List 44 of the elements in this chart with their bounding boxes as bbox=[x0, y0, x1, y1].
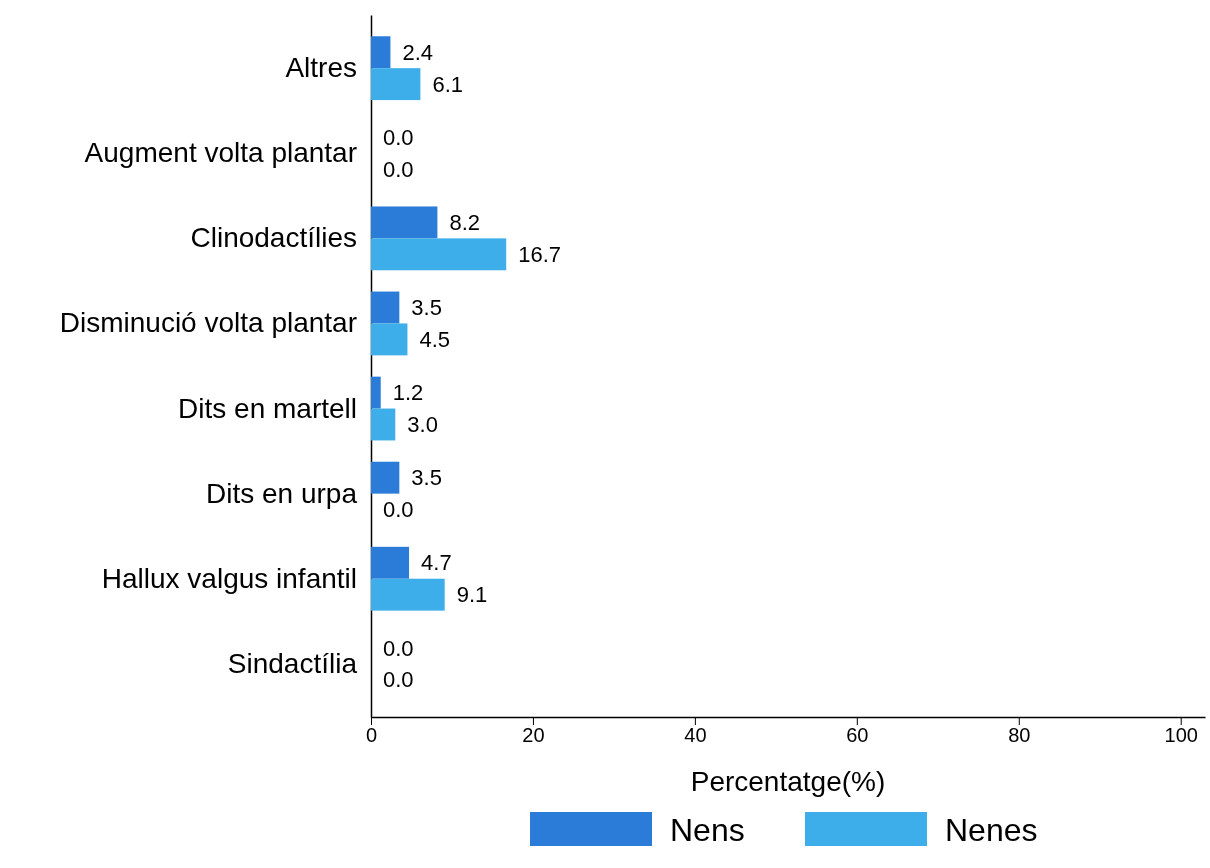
legend-label: Nenes bbox=[945, 812, 1038, 849]
x-tick-label: 0 bbox=[365, 724, 378, 747]
y-tick-label: Disminució volta plantar bbox=[59, 307, 357, 339]
data-label: 4.5 bbox=[419, 327, 451, 353]
bar bbox=[371, 238, 507, 271]
data-label: 1.2 bbox=[392, 380, 424, 406]
x-tick-label: 40 bbox=[684, 724, 707, 747]
bar bbox=[371, 546, 410, 579]
data-label: 3.0 bbox=[407, 412, 438, 438]
y-tick-label: Altres bbox=[285, 52, 357, 84]
data-label: 0.0 bbox=[383, 635, 414, 661]
data-label: 3.5 bbox=[411, 465, 442, 491]
bar bbox=[371, 291, 400, 324]
x-tick-label: 80 bbox=[1008, 724, 1031, 747]
bar bbox=[371, 461, 400, 494]
legend-label: Nens bbox=[670, 812, 745, 849]
bar bbox=[371, 578, 445, 611]
data-label: 4.7 bbox=[421, 550, 452, 576]
y-tick-label: Clinodactílies bbox=[190, 222, 357, 254]
x-tick-label: 20 bbox=[522, 724, 545, 747]
bar bbox=[371, 68, 421, 101]
bar bbox=[371, 408, 396, 441]
y-tick-label: Augment volta plantar bbox=[84, 137, 357, 169]
bar bbox=[371, 36, 391, 69]
data-label: 8.2 bbox=[449, 210, 480, 236]
y-tick-label: Dits en martell bbox=[178, 392, 357, 424]
bar bbox=[371, 206, 438, 239]
data-label: 2.4 bbox=[402, 39, 434, 65]
data-label: 0.0 bbox=[383, 156, 414, 182]
y-tick-label: Hallux valgus infantil bbox=[101, 562, 357, 594]
x-tick-label: 100 bbox=[1164, 724, 1198, 747]
data-label: 3.5 bbox=[411, 295, 442, 321]
data-label: 16.7 bbox=[518, 242, 562, 268]
data-label: 0.0 bbox=[383, 125, 414, 151]
bar bbox=[371, 323, 408, 356]
data-label: 0.0 bbox=[383, 497, 414, 523]
data-label: 9.1 bbox=[456, 582, 488, 608]
data-label: 6.1 bbox=[432, 71, 463, 97]
x-tick-label: 60 bbox=[846, 724, 869, 747]
bar bbox=[371, 376, 381, 409]
y-tick-label: Sindactília bbox=[227, 647, 358, 679]
data-label: 0.0 bbox=[383, 667, 414, 693]
y-tick-label: Dits en urpa bbox=[206, 477, 358, 509]
x-axis-title: Percentatge(%) bbox=[690, 766, 886, 797]
